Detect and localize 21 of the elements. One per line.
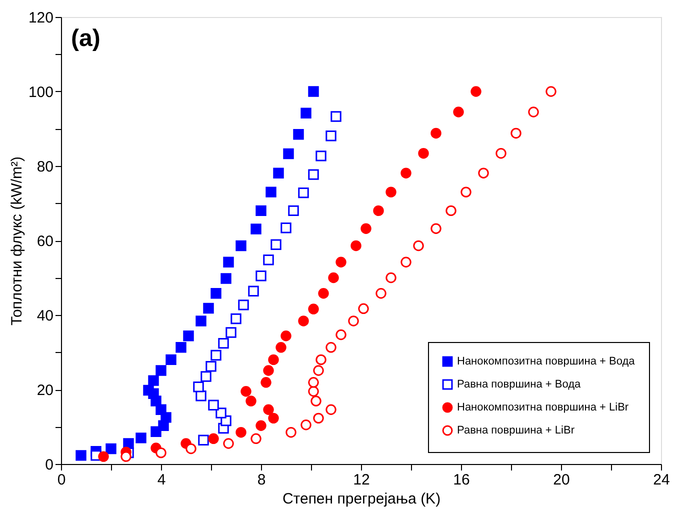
x-tick-label: 4 [157, 472, 166, 488]
x-tick-label: 8 [257, 472, 266, 488]
y-tick-label: 40 [36, 308, 54, 324]
y-tick-label: 80 [36, 158, 54, 176]
x-tick-label: 24 [653, 472, 670, 488]
y-tick-label: 0 [45, 456, 54, 474]
x-tick-label: 20 [553, 472, 570, 488]
x-axis-title: Степен прегрејања (K) [282, 490, 441, 508]
y-tick-label: 100 [28, 84, 54, 101]
legend-label: Равна површина + LiBr [457, 424, 575, 436]
x-tick-label: 16 [453, 472, 470, 488]
y-axis-title: Топлотни флукс (kW/m²) [8, 156, 26, 326]
y-tick-label: 20 [36, 382, 54, 399]
annotation: (a) [71, 25, 100, 52]
y-tick-label: 120 [28, 10, 54, 26]
x-tick-label: 12 [353, 472, 370, 488]
x-tick-label: 0 [57, 472, 66, 488]
legend-label: Нанокомпозитна површина + Вода [457, 356, 636, 368]
legend-label: Нанокомпозитна површина + LiBr [457, 402, 629, 414]
legend-label: Равна површина + Вода [457, 378, 582, 390]
y-tick-label: 60 [36, 233, 54, 250]
